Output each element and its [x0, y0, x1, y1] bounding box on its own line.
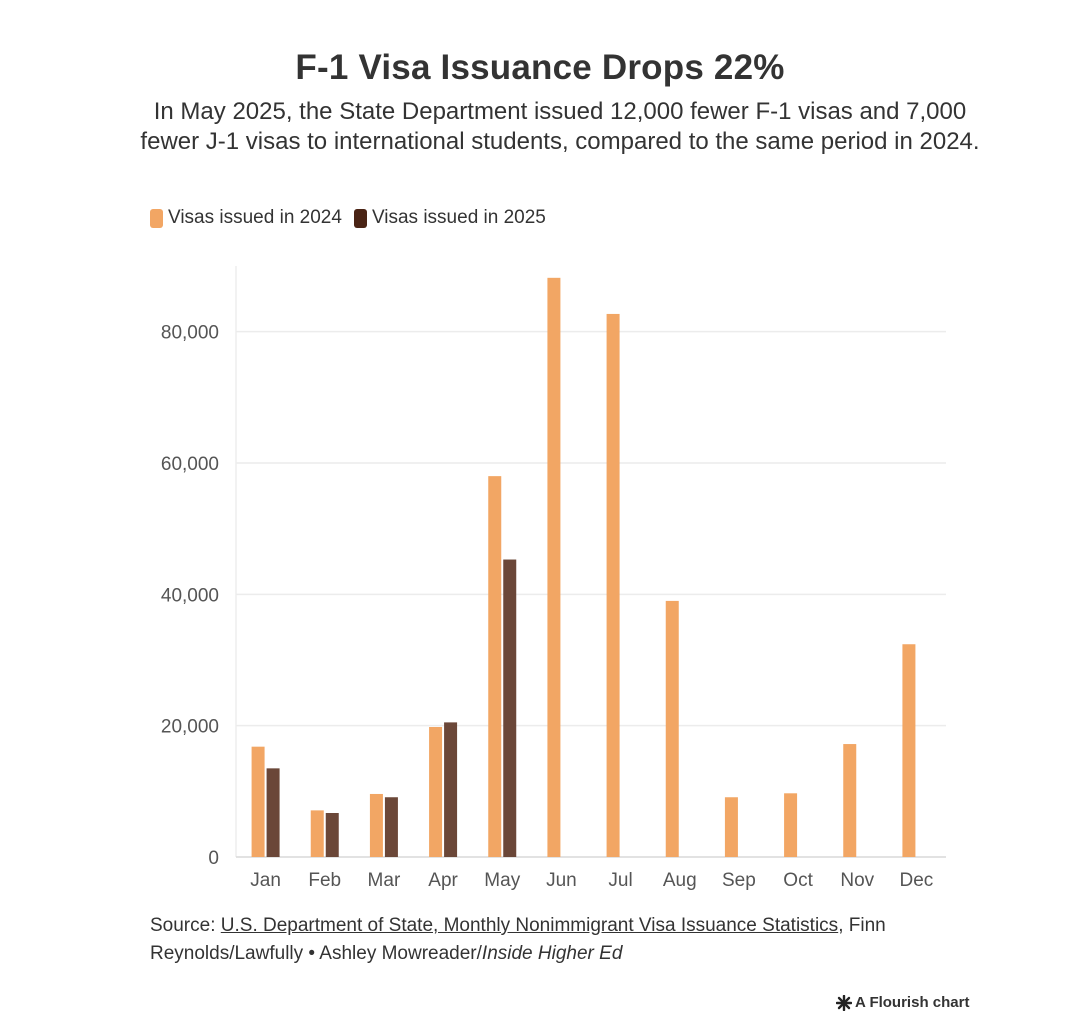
y-tick-label: 80,000: [161, 323, 219, 344]
x-tick-label: Oct: [783, 870, 813, 891]
bar-2025-feb: [325, 813, 339, 857]
x-tick-label: May: [484, 870, 520, 891]
bar-2024-aug: [665, 600, 679, 857]
chart-subtitle: In May 2025, the State Department issued…: [140, 98, 980, 155]
y-tick-label: 20,000: [161, 717, 219, 738]
x-tick-label: Apr: [428, 870, 458, 891]
bar-2024-nov: [843, 744, 857, 857]
source-publication: Inside Higher Ed: [481, 943, 623, 964]
x-tick-label: Jun: [546, 870, 577, 891]
x-tick-label: Aug: [663, 870, 697, 891]
bar-2024-sep: [724, 797, 738, 857]
legend-item-2024[interactable]: Visas issued in 2024: [150, 207, 342, 229]
bar-2025-mar: [384, 797, 398, 857]
x-tick-label: Jul: [608, 870, 632, 891]
flourish-star-icon: [836, 994, 852, 1011]
y-tick-label: 0: [208, 848, 219, 869]
bar-2025-jan: [266, 768, 280, 857]
bar-2024-jan: [251, 746, 265, 857]
x-tick-label: Mar: [368, 870, 401, 891]
bar-chart: 0 20,000 40,000 60,000 80,000 Jan Feb Mar Apr May…: [161, 266, 946, 891]
y-tick-label: 60,000: [161, 454, 219, 475]
source-prefix: Source:: [150, 915, 221, 936]
source-authors: , Finn Reynolds/Lawfully • Ashley Mowrea…: [150, 915, 886, 964]
legend-swatch-2024: [150, 208, 163, 228]
bar-2024-mar: [369, 793, 383, 857]
chart-title: F-1 Visa Issuance Drops 22%: [295, 48, 785, 87]
bar-2025-may: [503, 559, 517, 857]
flourish-credit-label: A Flourish chart: [855, 994, 970, 1011]
legend-item-2025[interactable]: Visas issued in 2025: [353, 207, 546, 229]
bar-2024-dec: [902, 644, 916, 857]
flourish-credit[interactable]: A Flourish chart: [836, 994, 969, 1011]
bar-2024-jun: [547, 277, 561, 857]
legend-label-2025: Visas issued in 2025: [371, 207, 546, 228]
source-link[interactable]: U.S. Department of State, Monthly Nonimm…: [220, 915, 839, 936]
bar-2024-oct: [784, 793, 798, 857]
x-tick-label: Nov: [840, 870, 874, 891]
source-note: Source: U.S. Department of State, Monthl…: [150, 912, 990, 968]
x-tick-label: Jan: [250, 870, 281, 891]
legend: Visas issued in 2024 Visas issued in 202…: [150, 207, 558, 229]
x-tick-label: Sep: [722, 870, 756, 891]
legend-label-2024: Visas issued in 2024: [168, 207, 342, 228]
legend-swatch-2025: [353, 208, 367, 228]
bar-2024-may: [488, 476, 502, 857]
bar-2025-apr: [444, 722, 458, 857]
bar-2024-apr: [429, 726, 443, 857]
x-tick-label: Dec: [900, 870, 934, 891]
x-tick-label: Feb: [308, 870, 341, 891]
bar-2024-jul: [606, 313, 620, 858]
y-tick-label: 40,000: [161, 585, 219, 606]
bar-2024-feb: [310, 810, 324, 857]
